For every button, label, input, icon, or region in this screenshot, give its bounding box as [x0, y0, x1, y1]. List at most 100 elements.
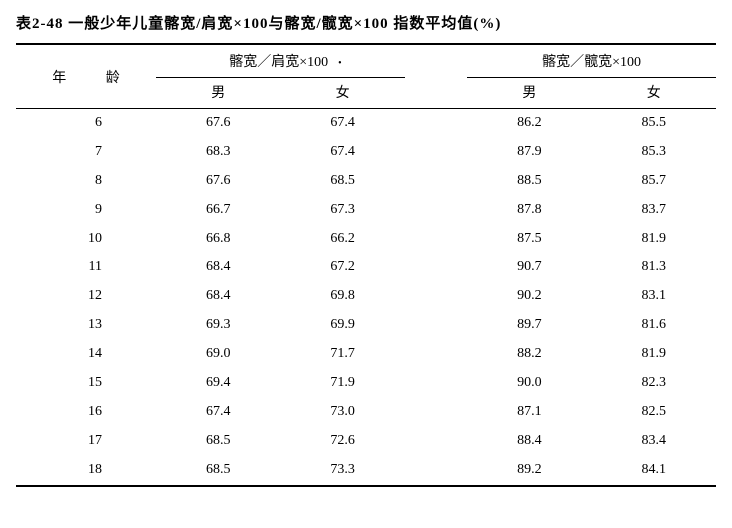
cell-age: 6 [16, 109, 156, 138]
cell-age: 7 [16, 138, 156, 167]
table-row: 1667.473.0 87.182.5 [16, 398, 716, 427]
cell-age: 16 [16, 398, 156, 427]
cell-age: 18 [16, 456, 156, 486]
cell-val: 81.6 [592, 311, 716, 340]
cell-val: 90.2 [467, 282, 591, 311]
cell-val: 68.3 [156, 138, 280, 167]
table-row: 966.767.3 87.883.7 [16, 196, 716, 225]
cell-val: 82.3 [592, 369, 716, 398]
table-row: 1369.369.9 89.781.6 [16, 311, 716, 340]
header-female-1: 女 [280, 78, 404, 109]
cell-val: 69.0 [156, 340, 280, 369]
cell-gap [405, 225, 467, 254]
data-table: 年 龄 髂宽／肩宽×100• 髂宽／髋宽×100 男 女 男 女 667.667… [16, 43, 716, 487]
cell-gap [405, 398, 467, 427]
table-row: 1569.471.9 90.082.3 [16, 369, 716, 398]
cell-val: 73.3 [280, 456, 404, 486]
header-male-1: 男 [156, 78, 280, 109]
cell-gap [405, 196, 467, 225]
cell-val: 81.3 [592, 253, 716, 282]
cell-val: 71.9 [280, 369, 404, 398]
cell-val: 66.2 [280, 225, 404, 254]
cell-val: 68.5 [280, 167, 404, 196]
cell-val: 83.4 [592, 427, 716, 456]
cell-val: 68.4 [156, 282, 280, 311]
header-spacer [405, 44, 467, 109]
cell-val: 69.4 [156, 369, 280, 398]
cell-age: 8 [16, 167, 156, 196]
cell-val: 69.9 [280, 311, 404, 340]
cell-gap [405, 109, 467, 138]
cell-age: 9 [16, 196, 156, 225]
cell-val: 69.8 [280, 282, 404, 311]
cell-age: 13 [16, 311, 156, 340]
cell-val: 67.3 [280, 196, 404, 225]
cell-gap [405, 340, 467, 369]
cell-val: 66.7 [156, 196, 280, 225]
cell-val: 68.4 [156, 253, 280, 282]
cell-val: 67.4 [280, 138, 404, 167]
header-group1: 髂宽／肩宽×100• [156, 44, 405, 78]
cell-val: 85.5 [592, 109, 716, 138]
cell-val: 83.1 [592, 282, 716, 311]
cell-val: 83.7 [592, 196, 716, 225]
cell-val: 87.1 [467, 398, 591, 427]
cell-gap [405, 138, 467, 167]
cell-val: 72.6 [280, 427, 404, 456]
cell-val: 84.1 [592, 456, 716, 486]
cell-val: 85.7 [592, 167, 716, 196]
decorative-dot: • [338, 58, 342, 69]
cell-val: 87.8 [467, 196, 591, 225]
table-row: 1268.469.8 90.283.1 [16, 282, 716, 311]
cell-val: 68.5 [156, 427, 280, 456]
cell-val: 81.9 [592, 340, 716, 369]
cell-age: 11 [16, 253, 156, 282]
cell-val: 66.8 [156, 225, 280, 254]
table-row: 1868.573.3 89.284.1 [16, 456, 716, 486]
cell-val: 88.4 [467, 427, 591, 456]
cell-val: 85.3 [592, 138, 716, 167]
cell-val: 67.2 [280, 253, 404, 282]
header-male-2: 男 [467, 78, 591, 109]
cell-gap [405, 282, 467, 311]
table-row: 1066.866.2 87.581.9 [16, 225, 716, 254]
cell-age: 10 [16, 225, 156, 254]
cell-age: 17 [16, 427, 156, 456]
cell-val: 89.7 [467, 311, 591, 340]
table-row: 768.367.4 87.985.3 [16, 138, 716, 167]
cell-val: 67.6 [156, 109, 280, 138]
cell-val: 69.3 [156, 311, 280, 340]
table-caption: 表2-48 一般少年儿童髂宽/肩宽×100与髂宽/髋宽×100 指数平均值(%) [16, 8, 716, 43]
cell-val: 67.6 [156, 167, 280, 196]
cell-age: 15 [16, 369, 156, 398]
cell-val: 68.5 [156, 456, 280, 486]
header-group2: 髂宽／髋宽×100 [467, 44, 716, 78]
cell-gap [405, 167, 467, 196]
cell-val: 86.2 [467, 109, 591, 138]
cell-gap [405, 456, 467, 486]
cell-age: 14 [16, 340, 156, 369]
table-row: 1168.467.2 90.781.3 [16, 253, 716, 282]
table-row: 867.668.5 88.585.7 [16, 167, 716, 196]
cell-val: 87.9 [467, 138, 591, 167]
cell-age: 12 [16, 282, 156, 311]
table-row: 667.667.4 86.285.5 [16, 109, 716, 138]
cell-val: 67.4 [280, 109, 404, 138]
cell-val: 87.5 [467, 225, 591, 254]
cell-val: 90.7 [467, 253, 591, 282]
cell-val: 90.0 [467, 369, 591, 398]
cell-gap [405, 369, 467, 398]
cell-val: 67.4 [156, 398, 280, 427]
cell-val: 89.2 [467, 456, 591, 486]
header-age: 年 龄 [16, 44, 156, 109]
cell-val: 73.0 [280, 398, 404, 427]
cell-val: 88.2 [467, 340, 591, 369]
cell-val: 82.5 [592, 398, 716, 427]
cell-gap [405, 253, 467, 282]
cell-val: 71.7 [280, 340, 404, 369]
cell-gap [405, 311, 467, 340]
table-row: 1768.572.6 88.483.4 [16, 427, 716, 456]
cell-val: 81.9 [592, 225, 716, 254]
table-body: 667.667.486.285.5768.367.487.985.3867.66… [16, 109, 716, 486]
cell-val: 88.5 [467, 167, 591, 196]
